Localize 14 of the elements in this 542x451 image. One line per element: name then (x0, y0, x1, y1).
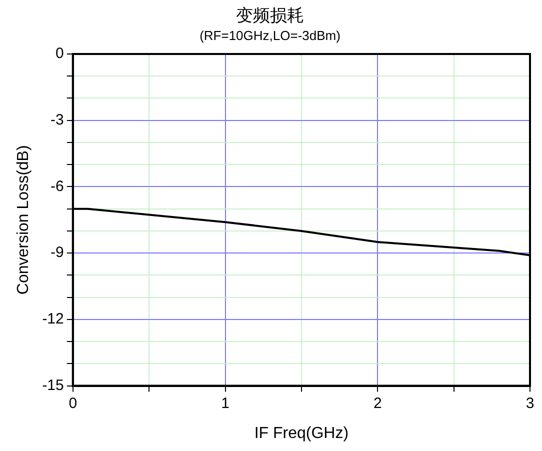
chart-title: 变频损耗 (236, 6, 304, 25)
y-tick-label: 0 (56, 45, 64, 62)
x-axis-title: IF Freq(GHz) (254, 424, 349, 442)
y-tick-label: -9 (50, 244, 64, 262)
y-tick-label: -3 (50, 112, 64, 128)
y-axis-title: Conversion Loss(dB) (15, 145, 32, 295)
x-tick-label: 2 (373, 394, 382, 412)
x-tick-label: 1 (221, 394, 230, 412)
y-tick-label: -6 (50, 178, 64, 195)
x-tick-label: 0 (68, 394, 78, 412)
y-tick-label: -12 (42, 310, 64, 328)
y-tick-label: -15 (42, 376, 64, 394)
x-tick-label: 3 (526, 394, 534, 412)
chart-subtitle: (RF=10GHz,LO=-3dBm) (200, 28, 340, 43)
